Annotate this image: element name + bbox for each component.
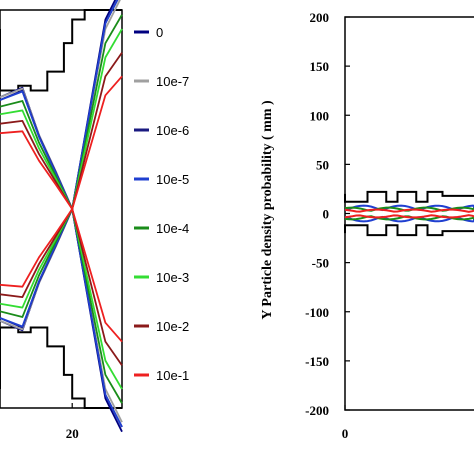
left-chart: 20	[0, 0, 123, 441]
right-y-tick-label: 100	[310, 108, 330, 123]
right-aperture-upper	[344, 190, 474, 203]
legend-label: 0	[156, 25, 163, 40]
right-series-line-lower	[344, 215, 474, 221]
left-x-tick-label: 20	[66, 426, 79, 441]
right-y-tick-label: 150	[310, 59, 330, 74]
left-series-line-upper	[0, 75, 123, 210]
right-series-line-lower	[344, 214, 474, 219]
right-aperture	[344, 190, 474, 237]
right-series-line-upper	[344, 206, 474, 212]
right-y-tick-label: -100	[305, 305, 329, 320]
right-x-tick-label: 0	[342, 426, 349, 441]
right-y-tick-label: 50	[316, 157, 329, 172]
left-plot-frame	[0, 9, 123, 409]
left-x-axis: 20	[66, 403, 79, 441]
legend-label: 10e-1	[156, 368, 189, 383]
right-y-tick-label: 0	[323, 207, 330, 222]
left-series-line-lower	[0, 208, 123, 343]
left-series-line-lower	[0, 208, 123, 433]
right-series-line-upper	[344, 208, 474, 213]
legend-label: 10e-5	[156, 172, 189, 187]
right-aperture-lower	[344, 224, 474, 237]
right-y-tick-label: -50	[312, 256, 329, 271]
left-aperture	[0, 9, 122, 409]
left-series-line-upper	[0, 0, 119, 210]
legend-label: 10e-4	[156, 221, 189, 236]
right-y-tick-label: 200	[310, 10, 330, 25]
legend: 0 10e-7 10e-6 10e-5 10e-4 10e-3 10e-2 10e-1	[134, 25, 189, 383]
left-aperture-lower	[0, 326, 122, 409]
left-series-group	[0, 0, 123, 433]
right-y-tick-label: -200	[305, 403, 329, 418]
left-aperture-upper	[0, 9, 122, 92]
legend-label: 10e-7	[156, 74, 189, 89]
legend-label: 10e-2	[156, 319, 189, 334]
right-y-tick-label: -150	[305, 354, 329, 369]
legend-label: 10e-6	[156, 123, 189, 138]
right-axes-ticks: 200 150 100 50 0 -50 -100 -150 -200 0	[305, 10, 350, 441]
right-y-axis-title: Y Particle density probability ( mm )	[260, 100, 275, 320]
right-chart: Y Particle density probability ( mm ) 20…	[260, 10, 474, 441]
legend-label: 10e-3	[156, 270, 189, 285]
right-series-group	[344, 204, 474, 223]
right-plot-frame	[344, 16, 474, 411]
